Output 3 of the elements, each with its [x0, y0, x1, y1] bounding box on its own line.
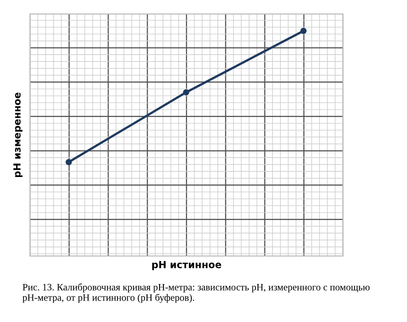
x-axis-title: pH истинное	[152, 261, 222, 270]
y-axis-title: pH измеренное	[13, 92, 22, 178]
text: Рис. 13. Калибровочная кривая pH-метра: зависимость pH, измеренного с помощью pH-метра, от pH истинного (pH буферов).	[22, 283, 370, 303]
